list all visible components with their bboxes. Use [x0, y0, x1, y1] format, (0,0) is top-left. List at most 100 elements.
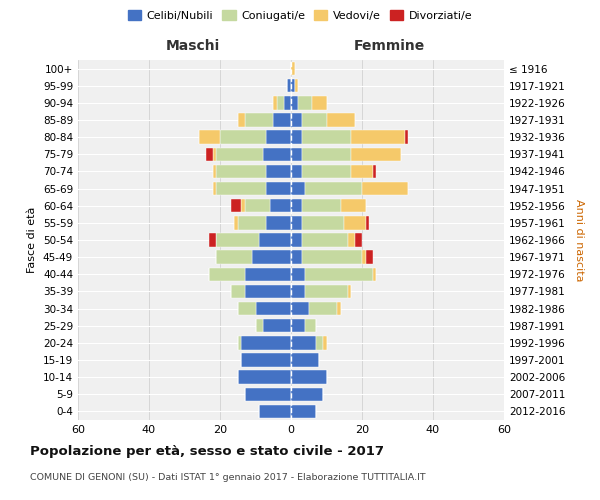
- Bar: [291, 234, 302, 246]
- Bar: [352, 164, 373, 178]
- Bar: [220, 130, 266, 144]
- Bar: [302, 130, 352, 144]
- Bar: [217, 182, 266, 196]
- Bar: [355, 234, 362, 246]
- Bar: [302, 234, 348, 246]
- Bar: [277, 96, 284, 110]
- Bar: [217, 234, 259, 246]
- Bar: [291, 354, 319, 366]
- Bar: [341, 199, 365, 212]
- Bar: [291, 370, 326, 384]
- Bar: [209, 234, 217, 246]
- Bar: [365, 250, 373, 264]
- Bar: [305, 182, 362, 196]
- Bar: [291, 336, 316, 349]
- Bar: [323, 336, 326, 349]
- Bar: [302, 148, 352, 161]
- Bar: [316, 336, 323, 349]
- Bar: [230, 199, 241, 212]
- Bar: [245, 199, 270, 212]
- Bar: [230, 284, 245, 298]
- Bar: [291, 250, 302, 264]
- Bar: [348, 284, 352, 298]
- Bar: [266, 130, 291, 144]
- Bar: [373, 268, 376, 281]
- Bar: [404, 130, 408, 144]
- Bar: [302, 250, 362, 264]
- Bar: [266, 182, 291, 196]
- Bar: [213, 182, 217, 196]
- Bar: [263, 148, 291, 161]
- Bar: [209, 268, 245, 281]
- Bar: [238, 216, 266, 230]
- Bar: [206, 148, 213, 161]
- Text: COMUNE DI GENONI (SU) - Dati ISTAT 1° gennaio 2017 - Elaborazione TUTTITALIA.IT: COMUNE DI GENONI (SU) - Dati ISTAT 1° ge…: [30, 473, 425, 482]
- Bar: [291, 302, 309, 316]
- Bar: [348, 234, 355, 246]
- Bar: [305, 268, 373, 281]
- Bar: [365, 216, 369, 230]
- Text: Femmine: Femmine: [353, 39, 425, 53]
- Y-axis label: Anni di nascita: Anni di nascita: [574, 198, 584, 281]
- Bar: [266, 164, 291, 178]
- Bar: [217, 250, 252, 264]
- Bar: [337, 302, 341, 316]
- Bar: [291, 388, 323, 401]
- Bar: [302, 216, 344, 230]
- Bar: [352, 148, 401, 161]
- Bar: [245, 388, 291, 401]
- Bar: [309, 302, 337, 316]
- Bar: [252, 250, 291, 264]
- Bar: [326, 114, 355, 126]
- Bar: [362, 182, 408, 196]
- Bar: [313, 96, 326, 110]
- Bar: [291, 114, 302, 126]
- Bar: [295, 79, 298, 92]
- Bar: [291, 284, 305, 298]
- Bar: [298, 96, 313, 110]
- Bar: [199, 130, 220, 144]
- Bar: [266, 216, 291, 230]
- Bar: [373, 164, 376, 178]
- Bar: [302, 164, 352, 178]
- Bar: [291, 182, 305, 196]
- Bar: [259, 234, 291, 246]
- Bar: [291, 216, 302, 230]
- Y-axis label: Fasce di età: Fasce di età: [28, 207, 37, 273]
- Bar: [238, 336, 241, 349]
- Bar: [245, 284, 291, 298]
- Bar: [291, 268, 305, 281]
- Bar: [291, 199, 302, 212]
- Bar: [273, 114, 291, 126]
- Bar: [273, 96, 277, 110]
- Bar: [362, 250, 365, 264]
- Bar: [291, 404, 316, 418]
- Bar: [291, 148, 302, 161]
- Bar: [245, 114, 273, 126]
- Bar: [302, 199, 341, 212]
- Bar: [263, 319, 291, 332]
- Bar: [291, 319, 305, 332]
- Bar: [241, 354, 291, 366]
- Bar: [238, 302, 256, 316]
- Text: Popolazione per età, sesso e stato civile - 2017: Popolazione per età, sesso e stato civil…: [30, 445, 384, 458]
- Bar: [291, 130, 302, 144]
- Bar: [305, 319, 316, 332]
- Bar: [213, 148, 217, 161]
- Bar: [291, 79, 295, 92]
- Bar: [245, 268, 291, 281]
- Text: Maschi: Maschi: [166, 39, 220, 53]
- Bar: [256, 302, 291, 316]
- Bar: [217, 164, 266, 178]
- Bar: [241, 199, 245, 212]
- Bar: [291, 96, 298, 110]
- Bar: [259, 404, 291, 418]
- Bar: [256, 319, 263, 332]
- Bar: [241, 336, 291, 349]
- Bar: [352, 130, 404, 144]
- Bar: [238, 370, 291, 384]
- Bar: [305, 284, 348, 298]
- Bar: [302, 114, 326, 126]
- Bar: [213, 164, 217, 178]
- Bar: [238, 114, 245, 126]
